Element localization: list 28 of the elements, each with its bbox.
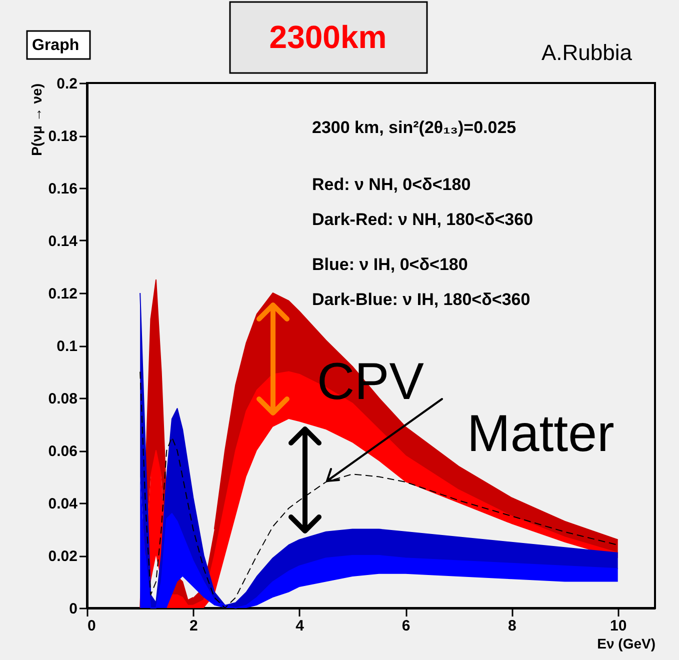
- y-axis-title: P(νμ → νe): [28, 84, 44, 156]
- annotation: 2300 km, sin²(2θ₁₃)=0.025: [312, 118, 516, 137]
- annotation: Dark-Blue: ν IH, 180<δ<360: [312, 290, 530, 309]
- y-tick-label: 0.12: [48, 286, 78, 302]
- y-tick-label: 0.14: [48, 233, 78, 250]
- x-axis-title: Eν (GeV): [597, 636, 656, 652]
- y-tick-label: 0.1: [56, 338, 78, 355]
- chart-title: 2300km: [269, 19, 387, 55]
- text: Graph: [32, 37, 80, 54]
- x-tick-label: 4: [296, 618, 305, 634]
- x-tick-label: 6: [402, 618, 410, 634]
- y-tick-label: 0.06: [48, 443, 78, 460]
- x-tick-label: 10: [610, 618, 627, 634]
- annotation: Matter: [467, 405, 614, 463]
- y-tick-label: 0.2: [56, 76, 78, 92]
- x-tick-label: 2: [189, 618, 198, 634]
- x-tick-label: 0: [88, 618, 96, 634]
- y-tick-label: 0.02: [48, 548, 78, 565]
- y-tick-label: 0.08: [48, 390, 78, 408]
- annotation: Red: ν NH, 0<δ<180: [312, 175, 471, 194]
- y-tick-label: 0: [69, 600, 78, 618]
- annotation: Dark-Red: ν NH, 180<δ<360: [312, 210, 534, 229]
- x-tick-label: 8: [508, 618, 516, 634]
- text: A.Rubbia: [541, 40, 633, 65]
- y-tick-label: 0.04: [48, 496, 78, 512]
- y-tick-label: 0.18: [48, 128, 78, 145]
- y-tick-label: 0.16: [48, 180, 78, 198]
- annotation: Blue: ν IH, 0<δ<180: [312, 255, 468, 274]
